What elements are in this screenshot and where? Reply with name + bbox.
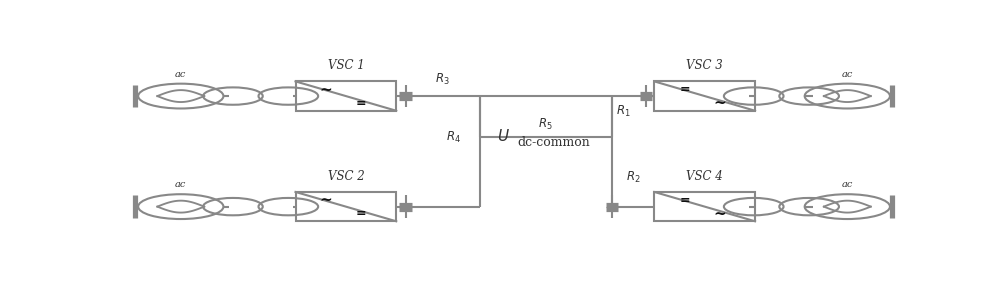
Text: dc-common: dc-common bbox=[517, 136, 590, 149]
Text: ac: ac bbox=[175, 180, 186, 189]
Bar bbox=[296, 81, 396, 111]
Text: ac: ac bbox=[842, 180, 853, 189]
Text: =: = bbox=[356, 207, 366, 220]
Text: ac: ac bbox=[175, 70, 186, 79]
Text: =: = bbox=[679, 194, 690, 207]
Text: =: = bbox=[356, 97, 366, 110]
Text: $R_3$: $R_3$ bbox=[435, 72, 450, 87]
Bar bbox=[296, 192, 396, 221]
Text: $U$: $U$ bbox=[497, 127, 510, 144]
Text: VSC 3: VSC 3 bbox=[686, 59, 723, 72]
Text: VSC 2: VSC 2 bbox=[328, 170, 364, 183]
Text: =: = bbox=[679, 83, 690, 96]
Text: $R_5$: $R_5$ bbox=[538, 117, 553, 132]
Text: VSC 4: VSC 4 bbox=[686, 170, 723, 183]
Text: ~: ~ bbox=[319, 193, 332, 207]
Text: $R_1$: $R_1$ bbox=[616, 104, 630, 119]
Text: $R_2$: $R_2$ bbox=[626, 170, 640, 185]
Text: ~: ~ bbox=[713, 96, 726, 110]
Text: $R_4$: $R_4$ bbox=[446, 130, 461, 145]
Text: VSC 1: VSC 1 bbox=[328, 59, 364, 72]
Text: ~: ~ bbox=[319, 83, 332, 97]
Bar bbox=[654, 192, 755, 221]
Bar bbox=[654, 81, 755, 111]
Text: ~: ~ bbox=[713, 207, 726, 221]
Text: ac: ac bbox=[842, 70, 853, 79]
